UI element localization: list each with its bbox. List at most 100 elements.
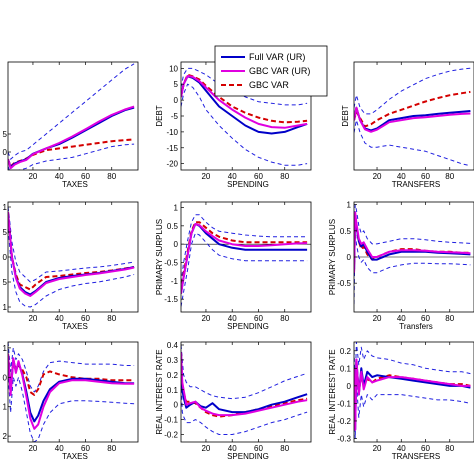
x-axis-label: Transfers [399,322,433,331]
gbc-var-ur-line [181,352,308,417]
y-tick-label: -20 [166,160,178,169]
x-tick-label: 40 [55,444,64,453]
x-tick-label: 20 [28,172,37,181]
x-tick-label: 80 [280,172,289,181]
gbc-var-line [354,216,471,273]
y-tick-label: 0 [3,373,8,382]
x-tick-label: 20 [201,172,210,181]
y-tick-label: 5 [3,278,8,287]
x-tick-label: 80 [107,444,116,453]
y-tick-label: 0 [3,148,8,157]
panel-0-2: 20 40 60 80 TRANSFERS DEBT [341,61,474,189]
y-tick-label: 5 [174,80,179,89]
y-tick-label: 0.5 [167,222,179,231]
y-tick-label: -0.5 [337,279,351,288]
x-tick-label: 20 [201,314,210,323]
full-var-ur-line [354,214,471,273]
series-group [354,342,471,439]
y-tick-label: -1.5 [164,295,178,304]
x-tick-label: 80 [445,172,454,181]
x-tick-label: 80 [280,444,289,453]
gbc-var-ur-line [181,223,308,294]
legend-label-0: Full VAR (UR) [249,52,305,62]
y-tick-label: 0 [347,253,352,262]
x-tick-label: 20 [373,314,382,323]
panel-1-0: 20 40 60 80 TAXES 1 5 0 5 1 [3,201,139,331]
y-tick-label: -0.2 [164,431,178,440]
gbc-var-line [354,90,471,128]
lower-band-line [354,381,471,439]
gbc-var-ur-line [354,106,471,133]
axes-frame [7,341,139,443]
y-axis-label: PRIMARY SURPLUS [328,219,337,295]
full-var-ur-line [181,223,308,294]
full-var-ur-line [8,211,135,296]
y-tick-label: -0.2 [337,417,351,426]
y-tick-label: 2 [3,432,8,441]
legend-label-1: GBC VAR (UR) [249,66,310,76]
y-tick-label: 0 [347,382,352,391]
x-tick-label: 80 [107,314,116,323]
y-tick-label: 5 [3,228,8,237]
upper-band-line [8,63,135,160]
lower-band-line [354,230,471,305]
y-tick-label: 0.2 [167,371,179,380]
x-axis-label: SPENDING [227,452,269,461]
y-tick-label: 0.1 [167,386,179,395]
x-tick-label: 80 [445,314,454,323]
x-tick-label: 40 [55,172,64,181]
upper-band-line [181,214,308,283]
x-tick-label: 60 [421,172,430,181]
lower-band-line [181,232,308,307]
lower-band-line [354,119,471,167]
y-tick-label: -0.1 [164,416,178,425]
series-group [354,67,471,167]
y-axis-label: DEBT [341,105,350,126]
x-tick-label: 60 [81,172,90,181]
x-tick-label: 20 [28,444,37,453]
gbc-var-line [181,352,308,418]
y-tick-label: 0.2 [340,347,352,356]
y-tick-label: 1 [3,203,8,212]
lower-band-line [181,83,308,166]
y-tick-label: 0.4 [167,341,179,350]
lower-band-line [8,371,135,442]
panel-2-0: 20 40 60 80 TAXES 1 0 1 2 [3,341,139,461]
y-tick-label: -1 [171,277,179,286]
x-tick-label: 60 [81,444,90,453]
x-tick-label: 40 [397,172,406,181]
x-tick-label: 80 [280,314,289,323]
legend: Full VAR (UR) GBC VAR (UR) GBC VAR [214,45,328,97]
x-tick-label: 40 [55,314,64,323]
series-group [8,63,135,170]
y-tick-label: -15 [166,144,178,153]
series-group [8,206,135,308]
upper-band-line [354,67,471,115]
x-axis-label: TRANSFERS [392,180,440,189]
y-tick-label: 0 [174,240,179,249]
y-tick-label: 0 [174,96,179,105]
gbc-var-ur-line [354,211,471,273]
gbc-var-ur-line [181,75,308,129]
gbc-var-ur-line [8,353,135,430]
y-tick-label: 10 [169,64,178,73]
y-axis-label: DEBT [155,105,164,126]
x-axis-label: SPENDING [227,180,269,189]
y-axis-label: REAL INTEREST RATE [328,349,337,434]
y-tick-label: 1 [3,303,8,312]
x-axis-label: SPENDING [227,322,269,331]
x-tick-label: 20 [373,172,382,181]
x-tick-label: 20 [201,444,210,453]
y-tick-label: 1 [347,201,352,210]
upper-band-line [8,206,135,283]
x-tick-label: 60 [254,444,263,453]
gbc-var-ur-line [8,105,135,170]
lower-band-line [8,143,135,170]
axes-frame [7,61,139,171]
panel-2-1: 20 40 60 80 SPENDING 0.4 0.3 0.2 0.1 0 -0.1 -0.2REA… [155,341,312,461]
x-tick-label: 60 [421,444,430,453]
x-tick-label: 60 [254,172,263,181]
axes-frame [353,341,474,443]
lower-band-line [8,221,135,308]
